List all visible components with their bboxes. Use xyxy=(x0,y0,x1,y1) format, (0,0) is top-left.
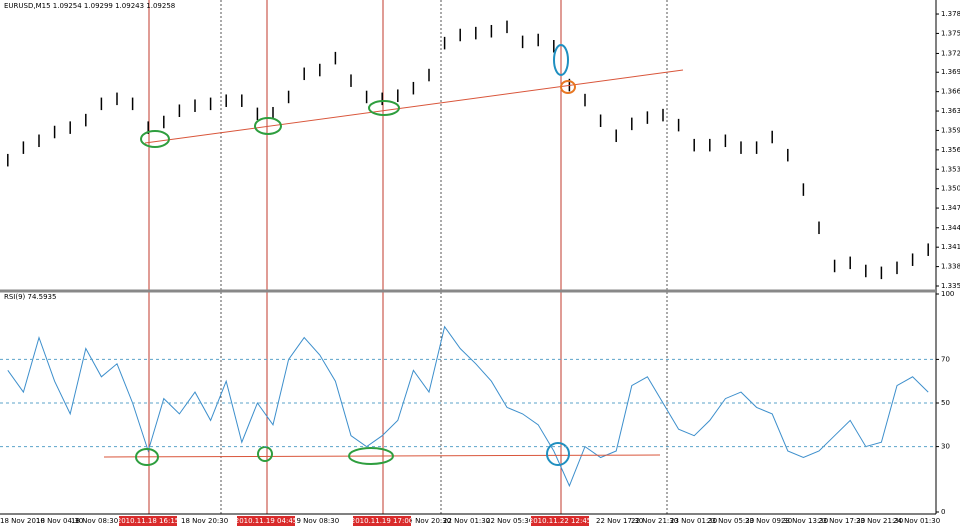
rsi-line xyxy=(7,325,929,488)
x-tick-label: 22 Nov 05:30 xyxy=(486,517,533,525)
marker-label: 2010.11.18 16:15 xyxy=(117,517,179,525)
marker-label: 2010.11.19 17:00 xyxy=(351,517,413,525)
trend-line xyxy=(144,69,684,144)
x-tick-label: 22 Nov 17:30 xyxy=(596,517,643,525)
y-tick-label: 50 xyxy=(941,399,950,407)
x-tick-label: 23 Nov 01:30 xyxy=(670,517,717,525)
y-tick-label: 1.34130 xyxy=(941,243,960,251)
ellipse xyxy=(254,117,282,135)
ellipse xyxy=(348,447,394,465)
y-tick-label: 1.33820 xyxy=(941,263,960,271)
y-tick-label: 1.35685 xyxy=(941,146,960,154)
marker-label-bg xyxy=(237,516,295,526)
price-title: EURUSD,M15 1.09254 1.09299 1.09243 1.092… xyxy=(4,2,175,10)
x-tick-label: 23 Nov 17:30 xyxy=(818,517,865,525)
marker-label: 2010.11.22 12:45 xyxy=(529,517,591,525)
x-tick-label: 22 Nov 01:30 xyxy=(443,517,490,525)
y-tick-label: 1.37545 xyxy=(941,29,960,37)
x-tick-label: 19 Nov 20:30 xyxy=(404,517,451,525)
y-tick-label: 1.35995 xyxy=(941,126,960,134)
x-tick-label: 18 Nov 20:30 xyxy=(181,517,228,525)
y-tick-label: 1.37855 xyxy=(941,10,960,18)
y-tick-label: 30 xyxy=(941,443,950,451)
x-tick-label: 18 Nov 2010 xyxy=(0,517,45,525)
y-tick-label: 1.35375 xyxy=(941,165,960,173)
x-tick-label: 24 Nov 01:30 xyxy=(893,517,940,525)
y-tick-label: 100 xyxy=(941,290,954,298)
rsi-title: RSI(9) 74.5935 xyxy=(4,293,56,301)
y-tick-label: 1.36925 xyxy=(941,68,960,76)
circle xyxy=(546,442,570,466)
day-separators xyxy=(220,0,668,514)
ellipse xyxy=(140,130,170,148)
y-tick-label: 1.35065 xyxy=(941,185,960,193)
x-tick-label: 23 Nov 13:30 xyxy=(781,517,828,525)
y-tick-label: 1.36305 xyxy=(941,107,960,115)
y-tick-label: 0 xyxy=(941,508,945,516)
y-tick-label: 1.34755 xyxy=(941,204,960,212)
x-tick-label: 19 Nov 08:30 xyxy=(292,517,339,525)
annotations xyxy=(103,44,684,466)
marker-label: 2010.11.19 04:45 xyxy=(235,517,297,525)
rsi-trend-line xyxy=(103,454,661,458)
x-tick-label: 23 Nov 09:30 xyxy=(745,517,792,525)
marker-label-bg xyxy=(119,516,177,526)
ellipse xyxy=(368,100,400,116)
marker-label-bg xyxy=(531,516,589,526)
x-tick-label: 23 Nov 05:30 xyxy=(707,517,754,525)
ellipse xyxy=(553,44,569,76)
y-tick-label: 1.34440 xyxy=(941,224,960,232)
marker-label-bg xyxy=(353,516,411,526)
ellipse xyxy=(135,448,159,466)
x-tick-label: 22 Nov 21:30 xyxy=(631,517,678,525)
x-tick-label: 18 Nov 08:30 xyxy=(71,517,118,525)
y-tick-label: 70 xyxy=(941,355,950,363)
ellipse xyxy=(560,80,576,94)
y-tick-label: 1.37225 xyxy=(941,49,960,57)
y-tick-label: 1.36615 xyxy=(941,88,960,96)
x-tick-label: 18 Nov 04:30 xyxy=(36,517,83,525)
x-tick-label: 23 Nov 21:30 xyxy=(856,517,903,525)
